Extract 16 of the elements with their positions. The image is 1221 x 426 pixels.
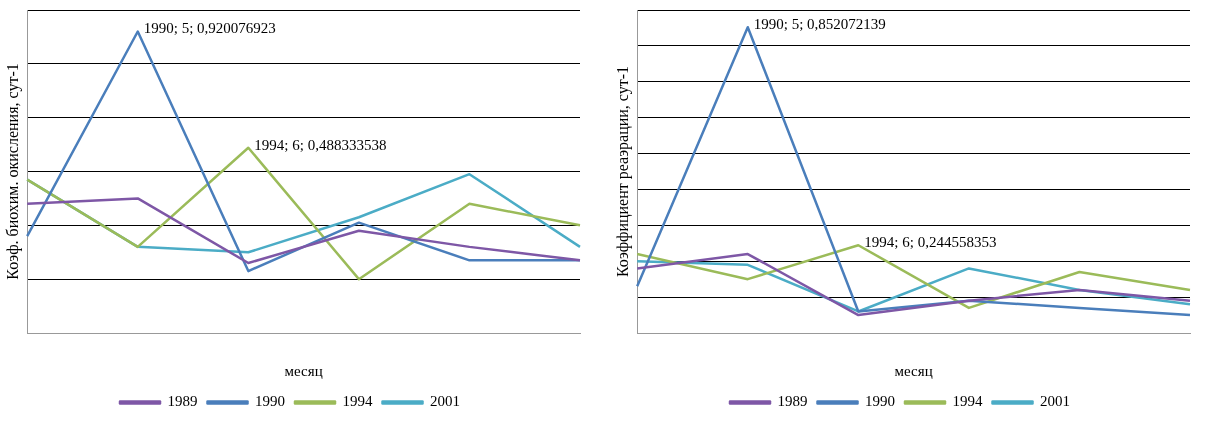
y-axis-title: Коэф. биохим. окисления, сут-1 [3, 63, 22, 280]
x-axis-title: месяц [894, 362, 933, 379]
legend-label: 2001 [430, 393, 460, 410]
legend-label: 1989 [777, 393, 808, 410]
legend-label: 2001 [1040, 393, 1070, 410]
y-axis-title: Коэффициент реаэрации, сут-1 [613, 65, 632, 278]
data-label: 1994; 6; 0,488333538 [254, 136, 387, 153]
legend-label: 1990 [865, 393, 895, 410]
legend-label: 1994 [952, 393, 983, 410]
x-axis-title: месяц [284, 362, 323, 379]
data-label: 1990; 5; 0,852072139 [753, 16, 886, 33]
data-label: 1994; 6; 0,244558353 [864, 234, 997, 251]
data-label: 1990; 5; 0,920076923 [143, 20, 276, 37]
legend-label: 1994 [342, 393, 373, 410]
legend-label: 1990 [255, 393, 285, 410]
legend-label: 1989 [167, 393, 198, 410]
